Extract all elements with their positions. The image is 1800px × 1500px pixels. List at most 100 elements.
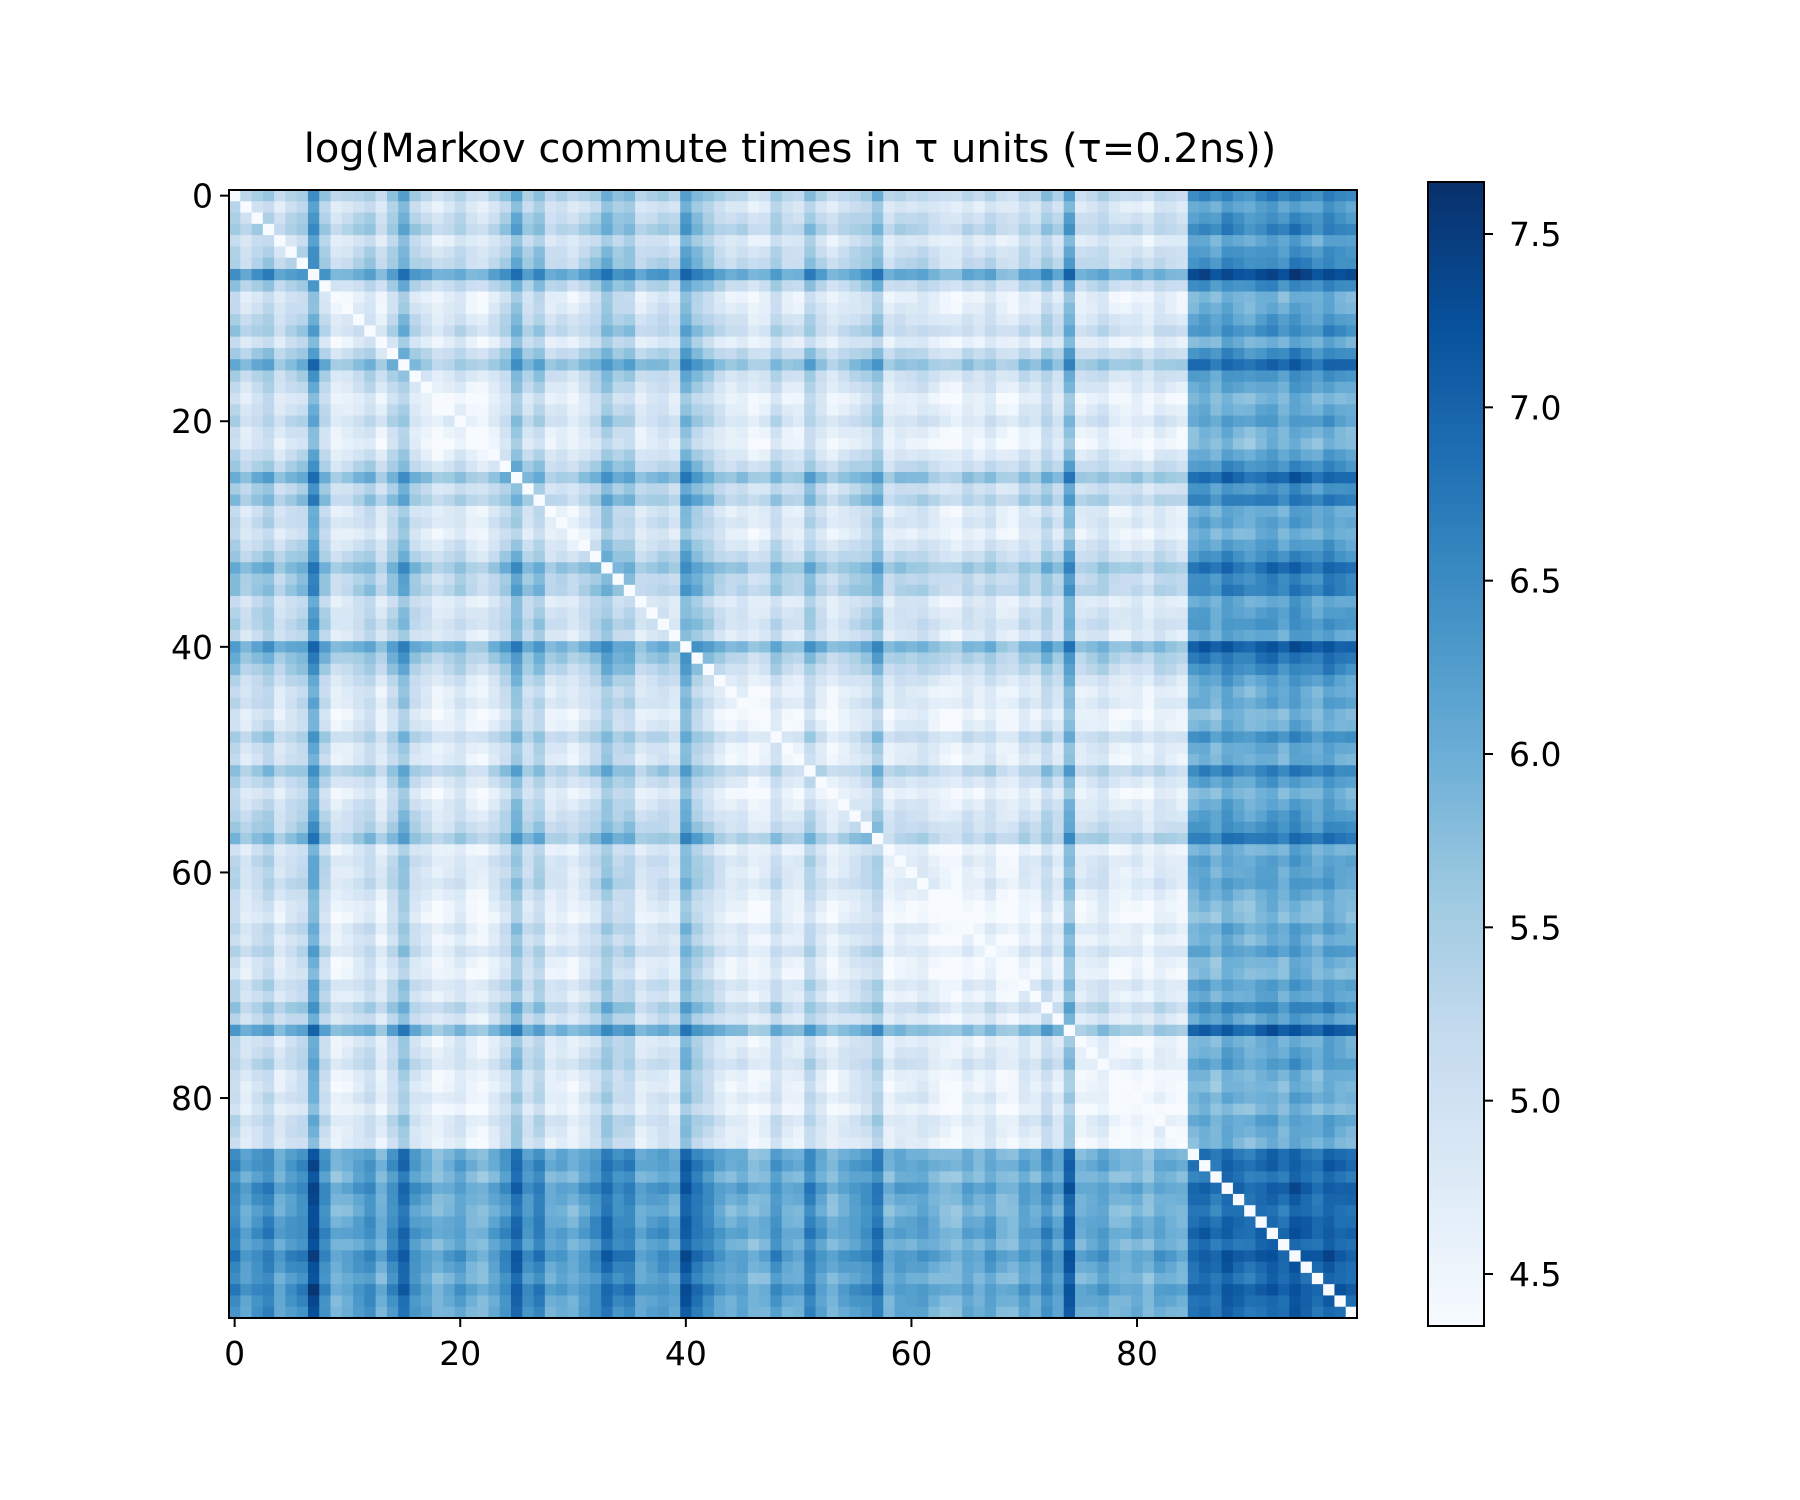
heatmap-cell [409,562,422,575]
heatmap-cell [996,618,1008,631]
heatmap-cell [702,607,715,620]
heatmap-cell [1097,596,1110,608]
heatmap-cell [838,675,850,687]
heatmap-cell [612,539,625,552]
heatmap-cell [341,359,354,372]
heatmap-cell [759,212,772,225]
heatmap-cell [420,607,433,620]
heatmap-cell [962,325,975,338]
heatmap-cell [815,663,828,676]
heatmap-cell [1266,460,1279,473]
heatmap-cell [668,472,681,484]
heatmap-cell [1187,268,1200,281]
heatmap-cell [939,314,952,326]
heatmap-cell [251,562,264,575]
heatmap-cell [691,618,704,631]
heatmap-cell [488,347,501,360]
heatmap-cell [1041,697,1054,710]
heatmap-cell [229,347,241,360]
heatmap-cell [871,663,884,676]
heatmap-cell [860,618,873,631]
heatmap-cell [1007,302,1020,315]
heatmap-cell [1142,325,1155,338]
heatmap-cell [815,257,828,270]
heatmap-cell [680,347,693,360]
heatmap-cell [1097,562,1110,575]
heatmap-cell [815,652,828,665]
heatmap-cell [274,675,286,687]
heatmap-cell [285,652,298,665]
heatmap-cell [714,314,726,326]
heatmap-cell [511,359,523,372]
heatmap-cell [1255,223,1268,236]
heatmap-cell [1210,347,1223,360]
heatmap-cell [996,708,1008,721]
heatmap-cell [601,697,614,710]
heatmap-cell [420,359,433,372]
heatmap-cell [589,201,602,214]
heatmap-cell [544,268,557,281]
heatmap-cell [849,562,862,575]
heatmap-cell [1029,370,1042,383]
heatmap-cell [499,381,512,394]
heatmap-cell [1142,720,1155,733]
heatmap-cell [375,629,388,642]
heatmap-cell [1018,686,1031,699]
heatmap-cell [871,686,884,699]
heatmap-cell [229,212,241,225]
heatmap-cell [623,584,636,597]
heatmap-cell [1255,641,1268,654]
heatmap-cell [601,438,614,451]
heatmap-cell [522,550,535,563]
heatmap-cell [1052,550,1065,563]
heatmap-cell [1007,314,1020,326]
heatmap-cell [1029,562,1042,575]
heatmap-cell [623,652,636,665]
heatmap-cell [1345,573,1358,586]
heatmap-cell [804,302,817,315]
heatmap-cell [1108,212,1121,225]
heatmap-cell [1323,663,1336,676]
heatmap-cell [240,280,253,293]
heatmap-cell [589,505,602,518]
heatmap-cell [1018,201,1031,214]
heatmap-cell [511,697,523,710]
heatmap-cell [1052,381,1065,394]
heatmap-cell [691,573,704,586]
heatmap-cell [601,370,614,383]
heatmap-cell [398,697,411,710]
heatmap-cell [511,235,523,247]
heatmap-cell [1323,596,1336,608]
heatmap-cell [1108,370,1121,383]
heatmap-cell [1108,257,1121,270]
heatmap-cell [465,618,478,631]
heatmap-cell [1255,629,1268,642]
heatmap-cell [894,302,907,315]
heatmap-cell [454,641,467,654]
heatmap-cell [635,652,647,665]
heatmap-cell [1210,596,1223,608]
heatmap-cell [567,460,580,473]
heatmap-cell [657,505,670,518]
heatmap-cell [1041,528,1054,541]
heatmap-cell [1187,415,1200,428]
heatmap-cell [1063,472,1076,484]
heatmap-cell [364,302,377,315]
heatmap-cell [939,494,952,507]
heatmap-cell [1232,257,1245,270]
heatmap-cell [962,246,975,259]
heatmap-cell [1311,618,1324,631]
heatmap-cell [691,607,704,620]
heatmap-cell [1097,584,1110,597]
heatmap-cell [894,347,907,360]
heatmap-cell [1300,731,1313,744]
heatmap-cell [725,302,738,315]
heatmap-cell [398,652,411,665]
heatmap-cell [1153,404,1166,417]
heatmap-cell [1232,641,1245,654]
heatmap-cell [860,562,873,575]
heatmap-cell [589,652,602,665]
heatmap-cell [364,494,377,507]
heatmap-cell [860,584,873,597]
heatmap-cell [612,584,625,597]
